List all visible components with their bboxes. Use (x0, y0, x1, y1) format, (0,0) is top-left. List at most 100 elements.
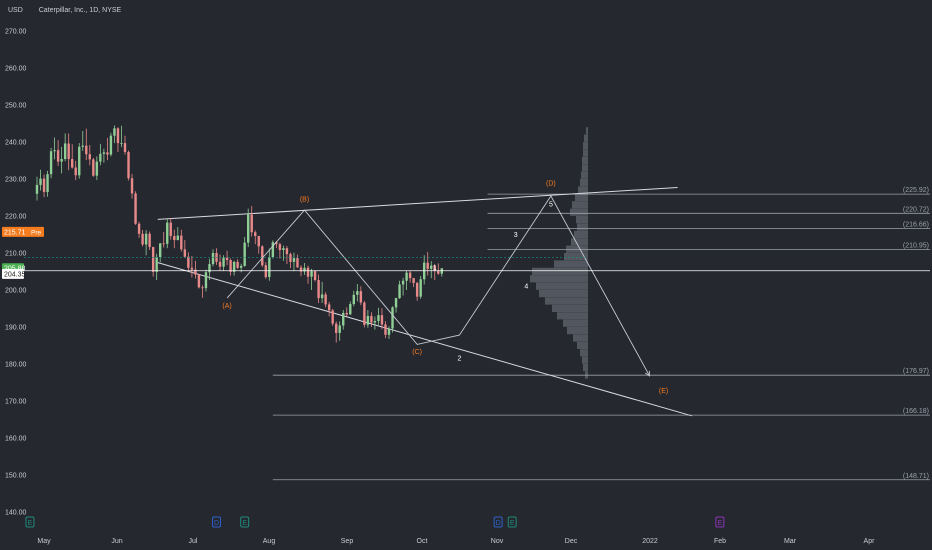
candle-body (331, 310, 334, 324)
candle-body (194, 269, 197, 275)
volume-profile-bar (577, 223, 588, 231)
candle-body (204, 272, 208, 289)
level-label: (176.97) (903, 368, 929, 375)
candle-body (116, 128, 120, 144)
trendline (157, 262, 692, 417)
x-tick-label: Jul (189, 538, 198, 545)
y-tick-label: 160.00 (5, 436, 27, 443)
volume-profile-bar (577, 341, 588, 349)
candle-body (306, 267, 310, 277)
candle-body (232, 261, 236, 272)
candle-body (394, 298, 398, 308)
candle-body (60, 159, 63, 162)
candle-body (342, 312, 345, 326)
candle-body (433, 265, 436, 271)
event-marker-text: E (510, 520, 515, 527)
x-tick-label: Apr (864, 538, 876, 545)
wave-path (226, 195, 650, 377)
candle-body (430, 265, 433, 269)
level-label: (166.18) (903, 408, 929, 415)
candle-body (183, 249, 187, 257)
event-marker-box (493, 516, 503, 528)
candle-body (373, 321, 377, 323)
candle-body (85, 145, 88, 155)
candle-body (123, 143, 127, 152)
candle-body (187, 256, 190, 268)
event-marker: D (493, 516, 503, 528)
level-label: (225.92) (903, 187, 929, 194)
candle-body (201, 287, 204, 289)
candle-body (271, 242, 275, 258)
candle-body (327, 304, 331, 311)
candle-body (377, 315, 380, 322)
volume-profile-bar (572, 201, 588, 209)
candle-body (303, 267, 306, 272)
volume-profile-bar (576, 216, 588, 224)
volume-profile-bar (552, 304, 588, 312)
y-tick-label: 220.00 (5, 214, 27, 221)
candle-body (127, 151, 130, 179)
candle-body (92, 159, 95, 176)
wave-label: (E) (659, 388, 668, 395)
candle-body (366, 315, 370, 325)
volume-profile-bar (567, 327, 588, 335)
candle-body (190, 267, 194, 270)
y-tick-label: 180.00 (5, 362, 27, 369)
candle-body (257, 235, 260, 247)
candle-body (151, 247, 155, 272)
trendline (157, 187, 678, 220)
candle-body (437, 270, 440, 274)
x-tick-label: Oct (417, 538, 428, 545)
y-tick-label: 200.00 (5, 288, 27, 295)
candle-body (225, 257, 229, 261)
event-marker-text: E (718, 520, 723, 527)
candle-body (74, 167, 77, 176)
volume-profile-bar (574, 230, 588, 238)
candle-body (405, 272, 408, 281)
candle-body (412, 278, 415, 283)
event-marker: D (212, 516, 222, 528)
price-badge: 215.71 Pre (2, 226, 44, 237)
event-marker-text: D (496, 520, 501, 527)
candle-body (401, 280, 405, 285)
volume-profile-bar (575, 193, 588, 201)
candle-body (113, 128, 116, 136)
candle-body (67, 143, 70, 160)
candle-body (197, 274, 201, 288)
candle-body (95, 161, 99, 176)
candle-body (359, 291, 363, 303)
candle-body (169, 222, 172, 236)
wave-label: 3 (514, 232, 518, 239)
wave-label: 2 (457, 355, 461, 362)
y-tick-label: 230.00 (5, 177, 27, 184)
wave-label: (A) (222, 303, 231, 310)
candle-body (53, 150, 56, 152)
wave-label: 1 (433, 265, 437, 272)
event-marker-text: D (214, 520, 219, 527)
candle-body (159, 243, 162, 258)
candle-body (254, 232, 257, 236)
x-axis: May Jun Jul Aug Sep Oct Nov Dec 2022 Feb Mar Apr (37, 538, 875, 545)
candle-body (78, 146, 81, 176)
level-label: (210.95) (903, 242, 929, 249)
candle-body (239, 265, 243, 268)
candle-body (137, 223, 141, 234)
y-tick-label: 240.00 (5, 140, 27, 147)
candle-body (380, 315, 384, 325)
candle-body (398, 284, 401, 299)
volume-profile-bar (571, 238, 588, 246)
y-tick-label: 250.00 (5, 103, 27, 110)
volume-profile-bar (573, 334, 588, 342)
volume-profile-bar (583, 142, 588, 150)
wave-label: 4 (524, 284, 528, 291)
candle-body (345, 312, 348, 315)
wave-label: 5 (549, 201, 553, 208)
candle-body (144, 233, 148, 245)
candle-body (338, 325, 341, 333)
y-tick-label: 150.00 (5, 473, 27, 480)
candle-body (99, 153, 102, 162)
candle-body (134, 193, 137, 224)
volume-profile-bar (564, 253, 588, 261)
